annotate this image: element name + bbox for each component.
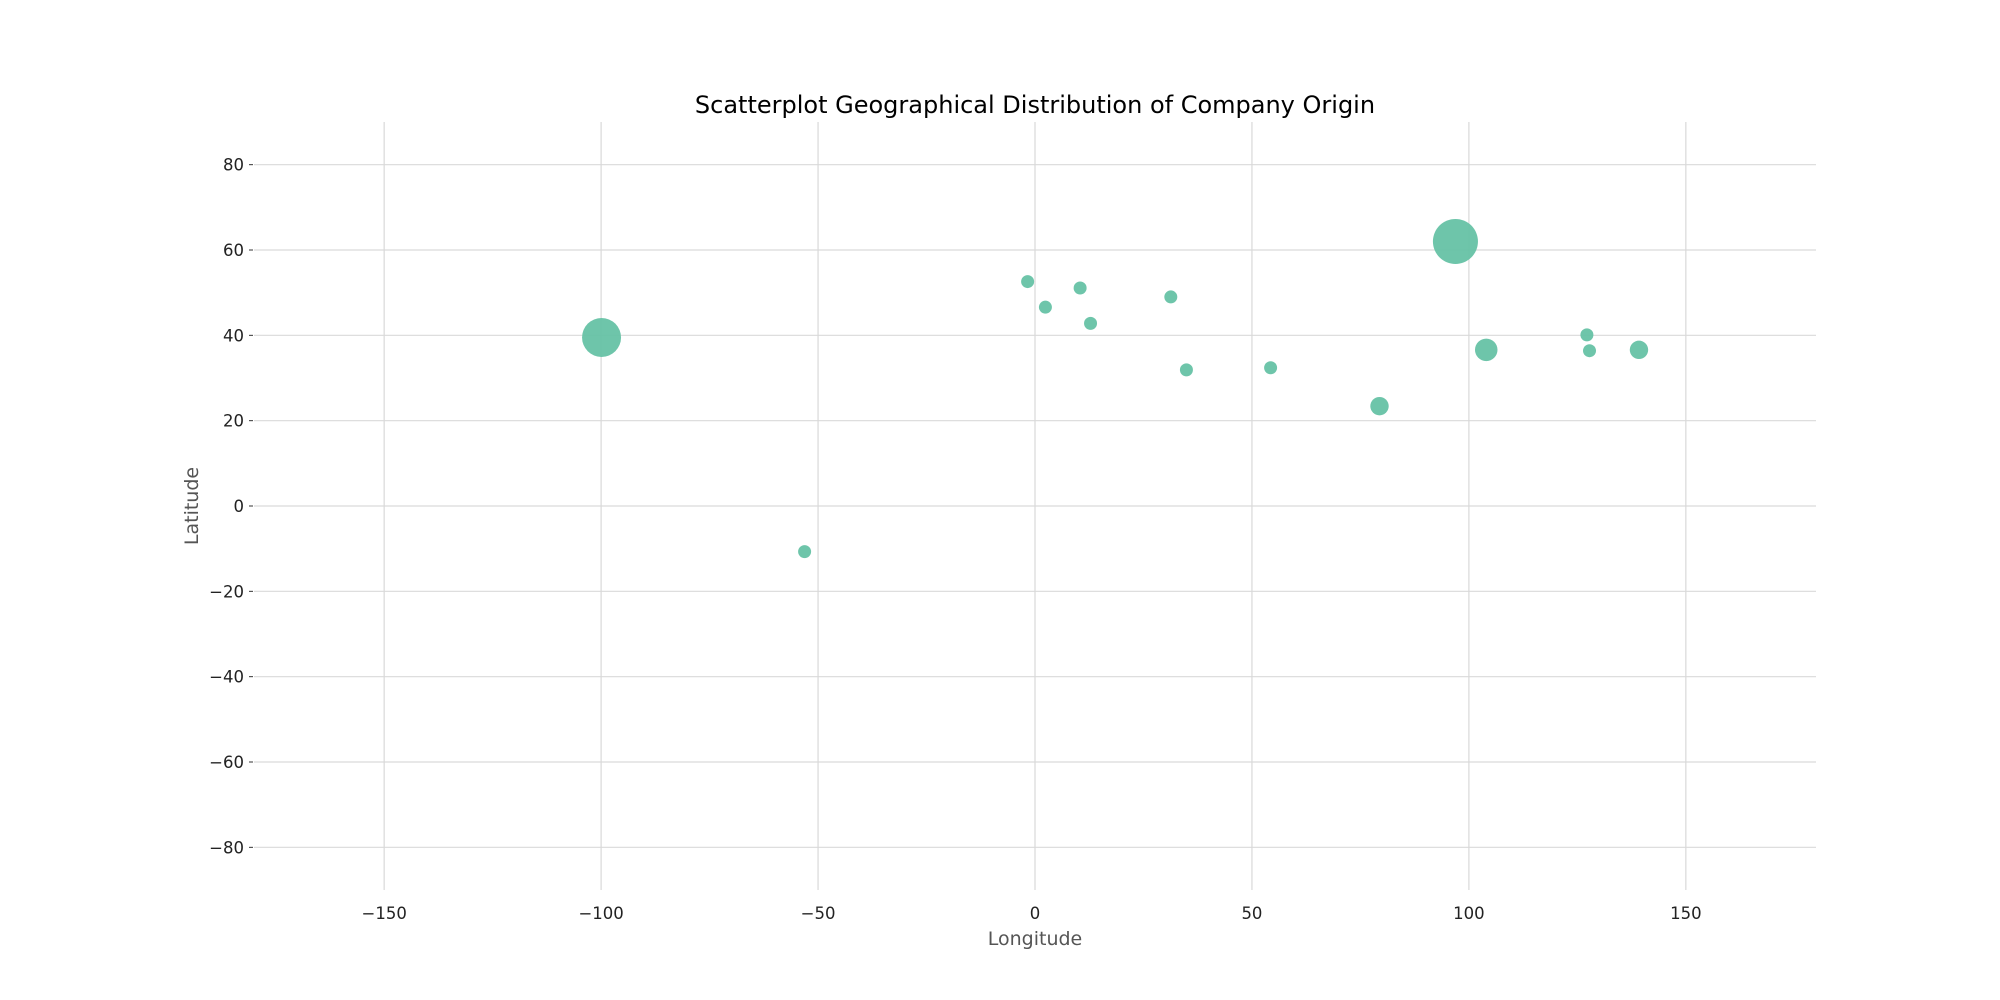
y-axis-label: Latitude xyxy=(181,467,203,545)
y-tick-label: −20 xyxy=(209,582,244,601)
scatter-point xyxy=(798,545,812,559)
y-tick-label: 40 xyxy=(223,326,244,345)
points-layer xyxy=(582,218,1649,559)
y-tick-label: −60 xyxy=(209,753,244,772)
ticks-layer: −150 −100 −50 0 50 100 150 −80 −60 −40 −20 0 20 40 60 8… xyxy=(209,156,1701,923)
y-tick-label: −40 xyxy=(209,668,244,687)
chart-title: Scatterplot Geographical Distribution of… xyxy=(695,91,1375,119)
y-tick-label: −80 xyxy=(209,838,244,857)
scatter-point xyxy=(582,317,622,357)
x-tick-label: 0 xyxy=(1030,904,1041,923)
x-tick-label: 150 xyxy=(1670,904,1702,923)
scatter-point xyxy=(1073,281,1087,295)
scatter-point xyxy=(1583,344,1597,358)
scatter-point xyxy=(1264,361,1278,375)
scatter-point xyxy=(1474,338,1498,362)
x-tick-label: 100 xyxy=(1453,904,1485,923)
scatter-point xyxy=(1580,328,1594,342)
x-tick-label: −50 xyxy=(801,904,836,923)
y-tick-label: 80 xyxy=(223,156,244,175)
x-tick-label: −150 xyxy=(362,904,407,923)
scatter-point xyxy=(1432,218,1478,264)
scatter-point xyxy=(1370,396,1389,416)
x-tick-label: 50 xyxy=(1241,904,1262,923)
y-tick-label: 20 xyxy=(223,412,244,431)
scatter-point xyxy=(1084,316,1098,330)
scatter-point xyxy=(1164,290,1178,304)
scatter-point xyxy=(1179,363,1193,377)
x-tick-label: −100 xyxy=(578,904,623,923)
scatter-point xyxy=(1038,300,1052,314)
grid-layer xyxy=(254,122,1816,890)
y-tick-label: 0 xyxy=(234,497,245,516)
scatter-point xyxy=(1629,340,1649,360)
y-tick-label: 60 xyxy=(223,241,244,260)
scatter-point xyxy=(1021,275,1035,289)
x-axis-label: Longitude xyxy=(988,928,1083,950)
